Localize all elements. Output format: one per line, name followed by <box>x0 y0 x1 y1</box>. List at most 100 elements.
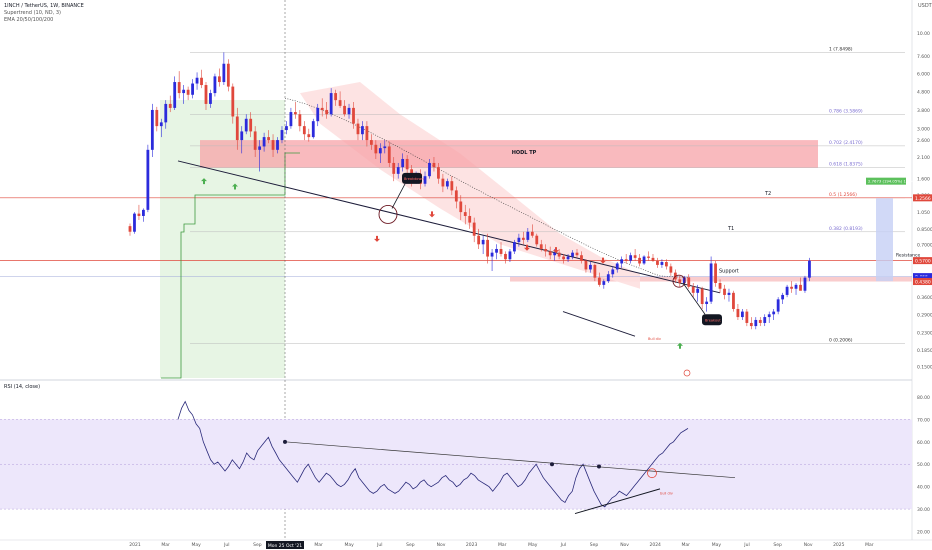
candle-body <box>566 256 570 260</box>
price-badge <box>913 257 932 265</box>
crosshair-date-label: Mon 25 Oct '21 <box>268 543 302 549</box>
fib-label: 1 (7.8498) <box>829 46 853 52</box>
time-tick-label: Mar <box>682 542 691 548</box>
time-tick-label: 2025 <box>833 542 845 548</box>
candle-body <box>369 140 373 145</box>
candle-body <box>231 86 235 117</box>
candle-body <box>374 144 378 154</box>
sell-arrow-icon <box>524 244 530 251</box>
price-tick-label: 1.600 <box>917 177 930 183</box>
candle-body <box>285 126 288 131</box>
rsi-title[interactable]: RSI (14, close) <box>4 384 41 390</box>
candle-body <box>651 257 655 261</box>
candle-body <box>597 277 601 285</box>
candle-body <box>195 77 199 84</box>
time-tick-label: 2023 <box>466 542 478 548</box>
candle-body <box>580 255 583 261</box>
rsi-tick-label: 50.00 <box>917 462 930 468</box>
rsi-breakout-circle <box>647 468 657 479</box>
sell-arrow-icon <box>374 235 380 242</box>
buy-arrow-icon <box>201 178 207 185</box>
candle-body <box>504 253 507 260</box>
hodl-tp-zone <box>200 140 818 168</box>
candle-body <box>647 256 650 258</box>
candle-body <box>361 126 364 135</box>
measure-box <box>876 198 893 282</box>
candle-body <box>486 239 489 257</box>
price-tick-label: 7.600 <box>917 54 930 60</box>
hodl-tp-label: HODL TP <box>512 150 537 156</box>
candle-body <box>459 201 463 213</box>
candle-body <box>244 118 248 132</box>
breakout-label: Breakout <box>705 318 721 322</box>
candle-body <box>280 130 284 141</box>
candle-body <box>767 314 771 318</box>
rsi-bull-div-label: bull div <box>660 492 673 496</box>
candle-body <box>642 256 646 264</box>
candle-body <box>548 251 552 256</box>
price-tick-label: 3.000 <box>917 127 930 133</box>
candle-body <box>289 112 293 127</box>
bull-div-price-label: Bull div <box>648 337 661 341</box>
candle-body <box>808 260 811 278</box>
candle-body <box>620 259 624 264</box>
candle-body <box>222 63 226 83</box>
candle-body <box>624 259 628 261</box>
candle-body <box>320 107 324 110</box>
candle-body <box>378 148 382 154</box>
breakdown-label: Breakdown <box>404 177 424 181</box>
candle-body <box>745 311 749 323</box>
sell-arrow-icon <box>429 211 435 218</box>
candle-body <box>307 134 311 138</box>
indicator-supertrend-label[interactable]: Supertrend (10, ND, 3) <box>4 10 61 16</box>
candle-body <box>173 82 177 108</box>
candle-body <box>392 162 396 174</box>
price-tick-label: 0.3600 <box>917 295 932 301</box>
candle-body <box>334 93 338 101</box>
candle-body <box>513 242 516 252</box>
buy-arrow-icon <box>677 342 683 349</box>
fib-label: 0.786 (3.5869) <box>829 109 863 115</box>
candle-body <box>557 252 561 257</box>
time-tick-label: Mar <box>161 542 170 548</box>
candle-body <box>508 251 512 260</box>
candle-body <box>562 256 565 260</box>
candle-body <box>182 89 186 94</box>
crosshair-date-badge <box>266 541 304 549</box>
symbol-title[interactable]: 1INCH / TetherUS, 1W, BINANCE <box>4 3 84 9</box>
candle-body <box>164 103 168 123</box>
rsi-tick-label: 40.00 <box>917 485 930 491</box>
candle-body <box>606 274 610 282</box>
candle-body <box>177 82 181 94</box>
candle-body <box>347 107 351 115</box>
candle-body <box>749 322 753 327</box>
time-tick-label: Mar <box>498 542 507 548</box>
indicator-ema-label[interactable]: EMA 20/50/100/200 <box>4 17 54 23</box>
candle-body <box>338 100 342 106</box>
breakout-callout <box>702 314 722 326</box>
candle-body <box>352 107 355 124</box>
candle-body <box>723 288 726 295</box>
candle-body <box>785 286 789 295</box>
rsi-pivot-dot <box>550 462 554 467</box>
candle-body <box>732 292 735 309</box>
time-tick-label: Sep <box>773 542 782 548</box>
candle-body <box>776 299 780 312</box>
rsi-pivot-dot <box>283 439 287 444</box>
candle-body <box>691 286 695 293</box>
candle-body <box>727 292 731 295</box>
price-tick-label: 0.7000 <box>917 242 932 248</box>
candle-body <box>553 252 557 256</box>
candle-body <box>249 118 253 132</box>
time-tick-label: May <box>345 542 355 548</box>
rsi-pivot-dot <box>597 464 601 469</box>
candle-body <box>682 277 686 283</box>
price-tick-label: 4.800 <box>917 89 930 95</box>
candle-body <box>718 282 722 289</box>
candle-body <box>700 288 704 305</box>
breakout-circle <box>672 274 686 288</box>
candle-body <box>432 162 436 168</box>
candle-body <box>253 131 257 150</box>
candle-body <box>530 231 534 236</box>
